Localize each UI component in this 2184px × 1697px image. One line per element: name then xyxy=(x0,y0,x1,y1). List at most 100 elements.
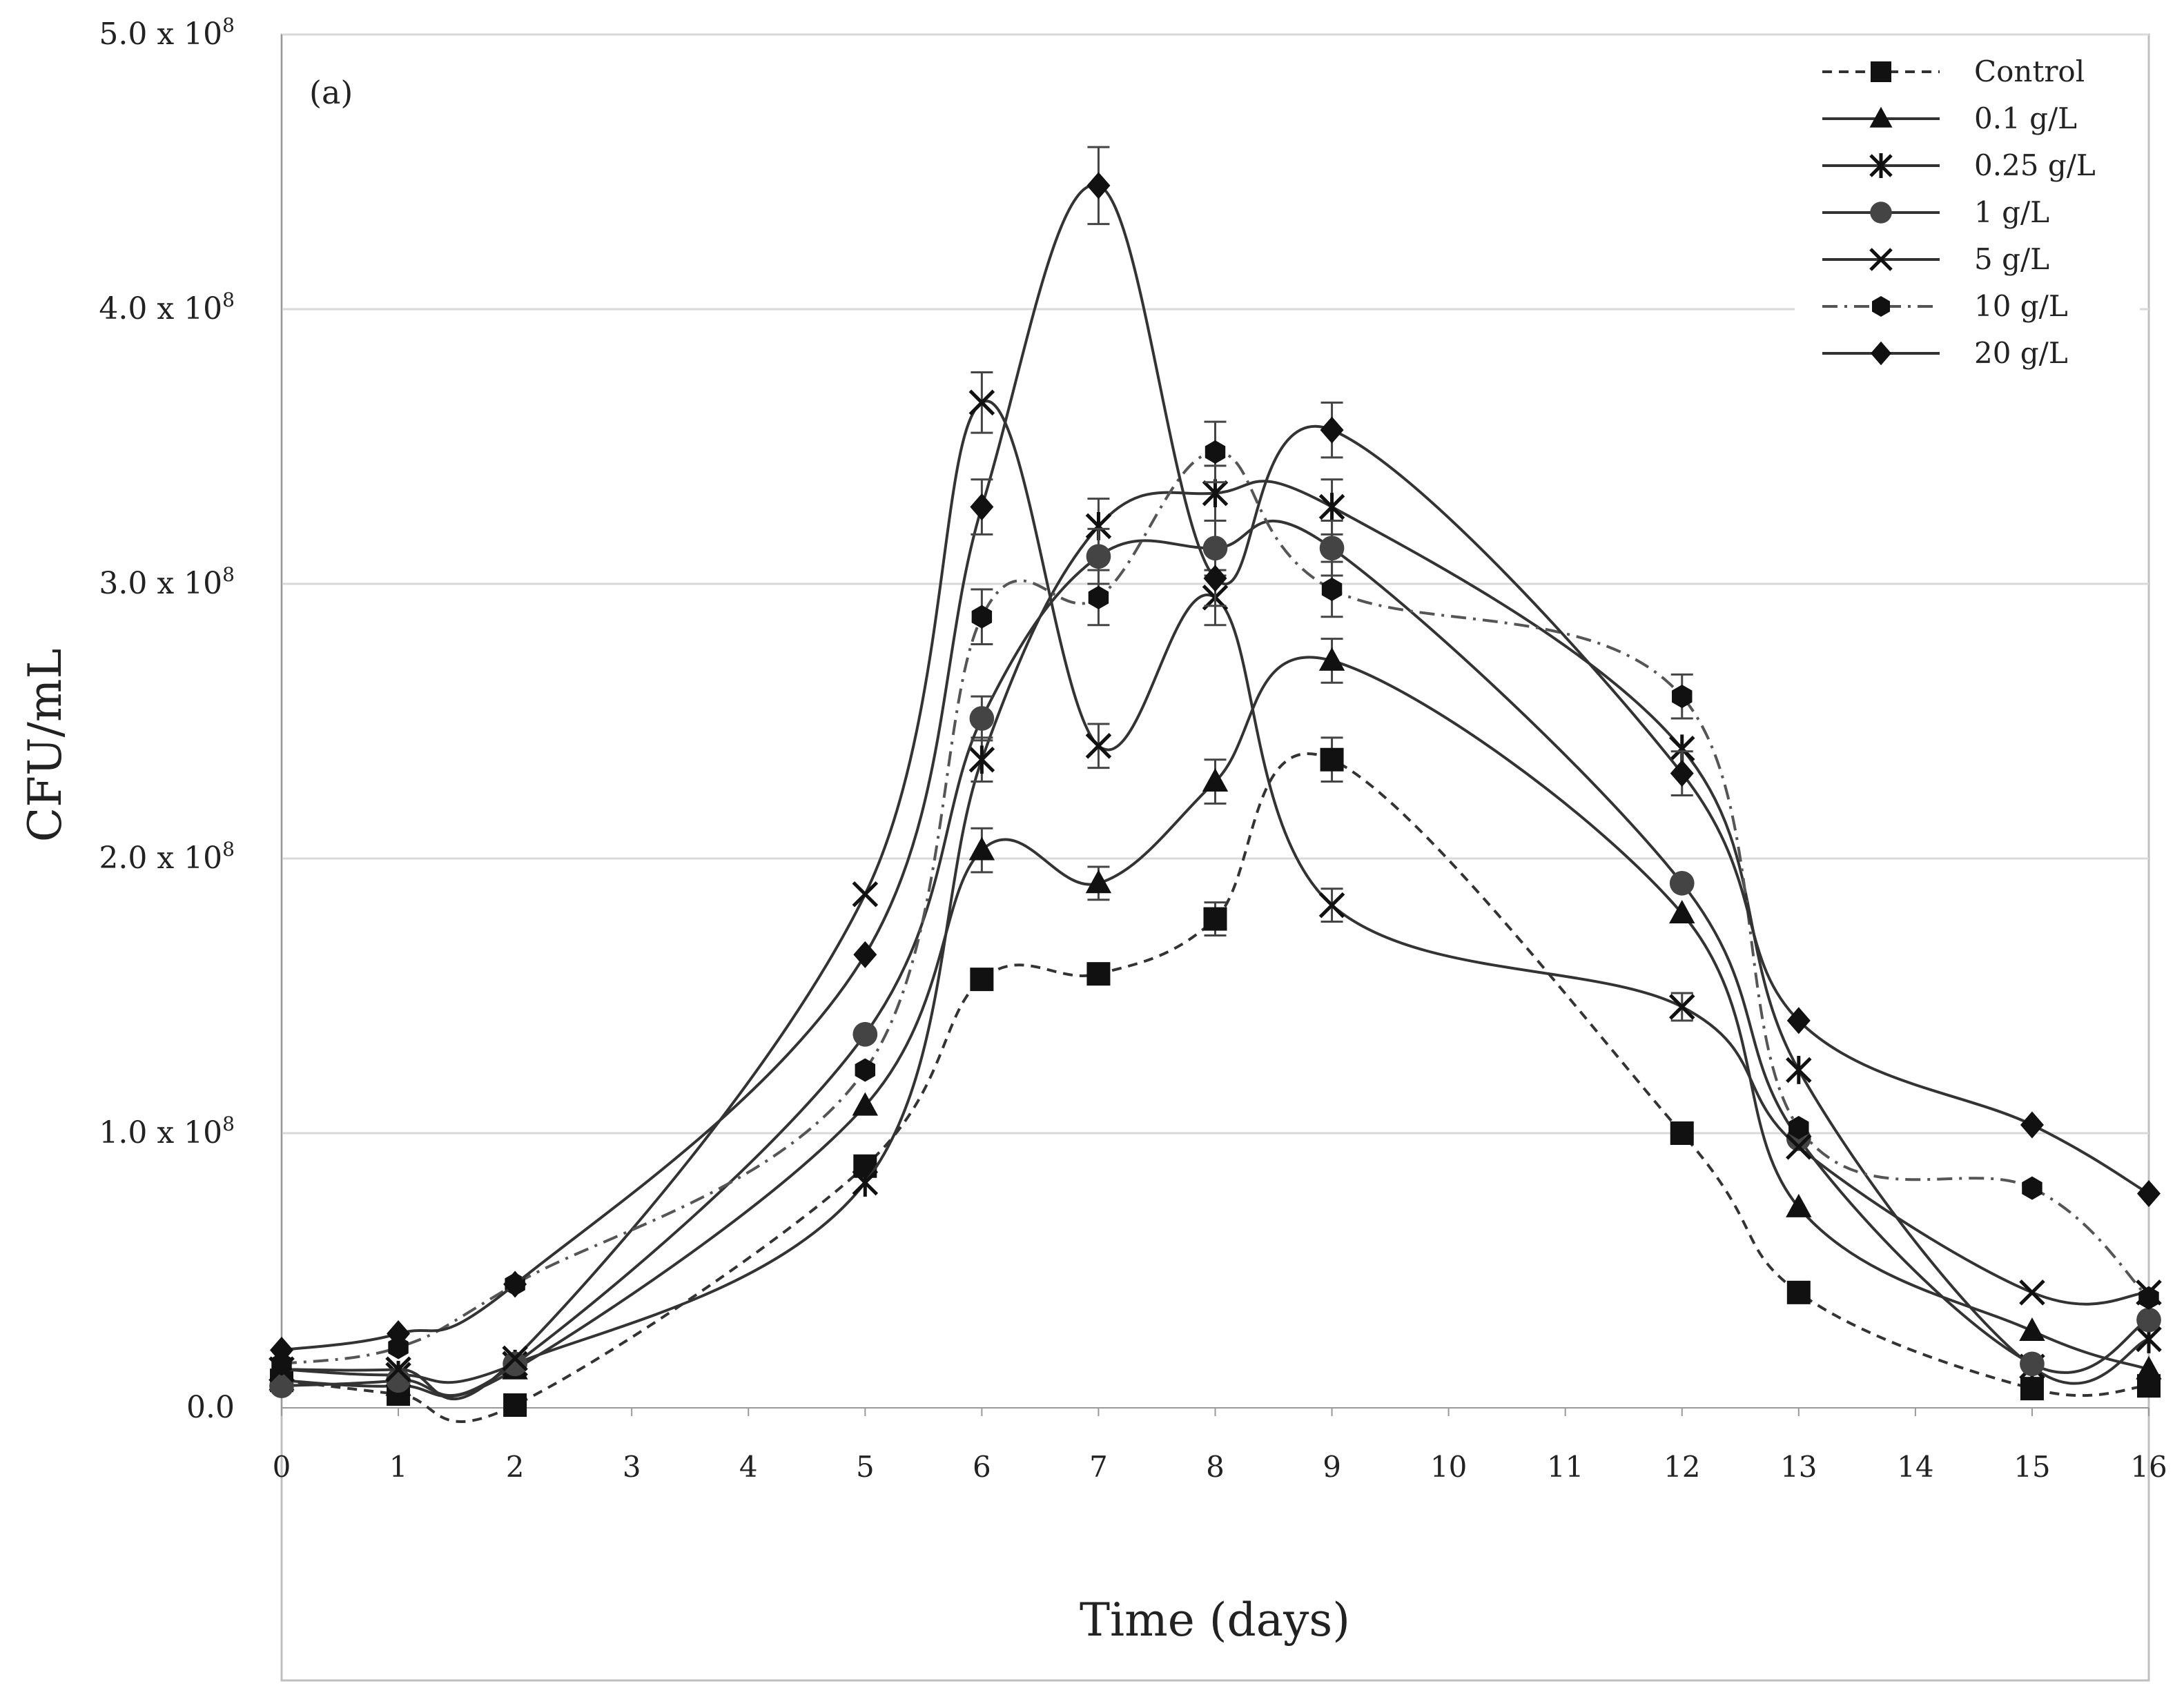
series-layer xyxy=(269,146,2162,1424)
y-tick-exponent: 8 xyxy=(222,14,235,37)
data-point xyxy=(270,1336,293,1364)
data-point xyxy=(388,1335,409,1360)
series-line xyxy=(281,480,2149,1385)
data-point xyxy=(2022,1176,2042,1200)
data-point xyxy=(1670,1121,1694,1145)
data-point xyxy=(1202,536,1228,561)
legend-label: 0.25 g/L xyxy=(1974,148,2096,182)
series-0-1-g-l xyxy=(269,638,2162,1398)
y-tick-label: 1.0 x 108 xyxy=(99,1112,235,1150)
y-tick-label: 2.0 x 108 xyxy=(99,838,235,876)
x-tick-label: 11 xyxy=(1547,1450,1583,1484)
legend: Control 0.1 g/L 0.25 g/L 1 g/L 5 g/L 10 g/L 20… xyxy=(1795,41,2140,386)
data-point xyxy=(968,389,995,416)
x-tick-label: 6 xyxy=(973,1450,991,1484)
data-point xyxy=(1786,1134,1812,1160)
data-point xyxy=(969,706,995,731)
y-tick-label: 3.0 x 108 xyxy=(99,563,235,601)
legend-label: Control xyxy=(1974,55,2085,88)
data-point xyxy=(1086,962,1111,986)
series-1-g-l xyxy=(269,519,2161,1399)
data-point xyxy=(502,1345,528,1372)
data-point xyxy=(971,605,993,629)
data-point xyxy=(2136,1307,2161,1333)
data-point xyxy=(1672,685,1693,709)
legend-marker xyxy=(1871,341,1891,366)
y-tick-exponent: 8 xyxy=(222,1112,235,1135)
y-tick-exponent: 8 xyxy=(222,838,235,861)
series-line xyxy=(281,519,2149,1397)
data-point xyxy=(855,1058,876,1082)
data-point xyxy=(852,881,879,908)
x-tick-label: 13 xyxy=(1780,1450,1817,1484)
data-point xyxy=(968,745,995,774)
y-tick-exponent: 8 xyxy=(222,288,235,311)
data-point xyxy=(2138,1286,2159,1310)
data-point xyxy=(1669,870,1695,896)
legend-label: 20 g/L xyxy=(1974,336,2068,370)
y-tick-label: 4.0 x 108 xyxy=(99,288,235,326)
data-point xyxy=(385,1356,411,1383)
data-point xyxy=(2136,1355,2162,1380)
data-point xyxy=(1670,760,1694,787)
series-line xyxy=(281,752,2149,1424)
data-point xyxy=(1321,577,1343,601)
data-point xyxy=(269,1373,294,1399)
legend-marker xyxy=(1871,61,1891,82)
data-point xyxy=(1786,1280,1811,1304)
data-point xyxy=(2019,1317,2045,1342)
data-point xyxy=(1202,768,1229,792)
data-point xyxy=(1085,733,1112,759)
legend-label: 1 g/L xyxy=(1974,195,2049,229)
x-tick-label: 3 xyxy=(623,1450,641,1484)
data-point xyxy=(1786,1193,1812,1217)
data-point xyxy=(503,1271,527,1298)
legend-label: 10 g/L xyxy=(1974,289,2068,323)
data-point xyxy=(968,836,995,861)
data-point xyxy=(1318,892,1345,919)
legend-marker xyxy=(1869,106,1893,128)
legend-marker xyxy=(1869,248,1893,271)
legend-label: 0.1 g/L xyxy=(1974,101,2077,135)
data-point xyxy=(2020,1377,2044,1401)
x-tick-label: 15 xyxy=(2014,1450,2050,1484)
y-tick-label: 0.0 xyxy=(186,1390,235,1425)
data-point xyxy=(1320,416,1344,444)
legend-marker xyxy=(1872,296,1890,317)
data-point xyxy=(387,1320,411,1348)
x-tick-label: 5 xyxy=(856,1450,875,1484)
panel-label: (a) xyxy=(309,74,353,111)
legend-marker xyxy=(1869,153,1893,178)
data-point xyxy=(1668,994,1695,1020)
data-point xyxy=(970,968,994,992)
data-point xyxy=(853,941,877,968)
x-tick-label: 9 xyxy=(1323,1450,1341,1484)
data-point xyxy=(2019,1279,2045,1306)
y-tick-label: 5.0 x 108 xyxy=(99,14,235,52)
series-line xyxy=(281,400,2149,1401)
data-point xyxy=(1786,1056,1812,1084)
data-point xyxy=(503,1393,527,1418)
x-tick-labels: 0 1 2 3 4 5 6 7 8 9 10 11 12 13 14 15 16 xyxy=(273,1408,2167,1484)
legend-label: 5 g/L xyxy=(1974,242,2049,276)
data-point xyxy=(1669,900,1695,924)
data-point xyxy=(1086,544,1111,569)
data-point xyxy=(1203,565,1227,592)
data-point xyxy=(271,1352,292,1376)
legend-marker xyxy=(1870,202,1892,224)
data-point xyxy=(1205,440,1226,464)
series-line xyxy=(281,184,2150,1352)
data-point xyxy=(852,1092,879,1116)
data-point xyxy=(1085,870,1112,894)
data-point xyxy=(1318,493,1345,521)
x-tick-label: 4 xyxy=(739,1450,758,1484)
x-tick-label: 1 xyxy=(389,1450,408,1484)
x-tick-label: 10 xyxy=(1430,1450,1467,1484)
data-point xyxy=(1786,1007,1811,1034)
data-point xyxy=(503,1351,527,1377)
data-point xyxy=(1202,479,1229,508)
y-tick-labels: 0.0 1.0 x 108 2.0 x 108 3.0 x 108 4.0 x 108 5… xyxy=(99,14,235,1425)
data-point xyxy=(1320,747,1344,772)
y-tick-exponent: 8 xyxy=(222,563,235,586)
